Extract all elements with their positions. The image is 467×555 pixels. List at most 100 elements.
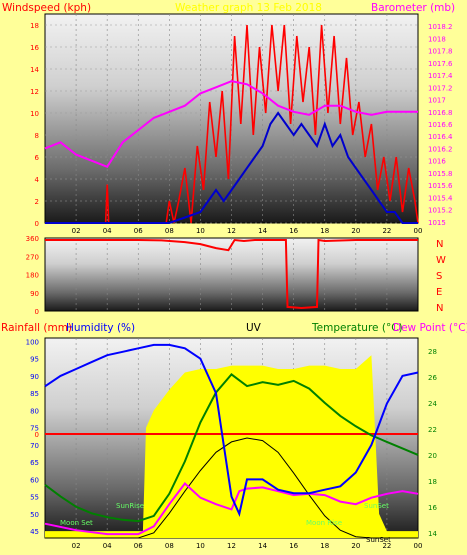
sun-moon-annotation: SunRise	[116, 502, 144, 510]
baro-y-tick: 1015.2	[428, 207, 453, 215]
humidity-y-tick: 70	[30, 442, 39, 450]
baro-y-tick: 1017.6	[428, 60, 453, 68]
humidity-y-tick: 50	[30, 511, 39, 519]
header-rainfall: Rainfall (mm)	[1, 322, 72, 334]
header-windspeed: Windspeed (kph)	[2, 2, 91, 14]
dir-y-tick: 270	[26, 253, 39, 261]
baro-y-tick: 1018	[428, 35, 446, 43]
climate-x-tick: 04	[103, 542, 112, 550]
climate-x-tick: 08	[165, 542, 174, 550]
wind-x-tick: 00	[414, 227, 423, 235]
header-title: Weather graph 13 Feb 2018	[175, 2, 322, 14]
baro-y-tick: 1016.8	[428, 109, 453, 117]
compass-label: E	[436, 287, 442, 298]
wind-x-tick: 06	[134, 227, 143, 235]
wind-x-tick: 10	[196, 227, 205, 235]
climate-x-tick: 20	[351, 542, 360, 550]
header-humidity: Humidity (%)	[66, 322, 135, 334]
uv-area	[45, 355, 418, 538]
rain-y-tick: 0	[35, 431, 39, 439]
climate-x-tick: 16	[289, 542, 298, 550]
wind-x-tick: 18	[320, 227, 329, 235]
temp-y-tick: 14	[428, 530, 437, 538]
climate-x-tick: 14	[258, 542, 267, 550]
wind-y-tick: 10	[30, 110, 39, 118]
wind-y-tick: 16	[30, 44, 39, 52]
header-uv: UV	[246, 322, 262, 334]
compass-label: N	[436, 303, 443, 314]
baro-y-tick: 1018.2	[428, 23, 453, 31]
wind-y-tick: 4	[35, 176, 40, 184]
humidity-y-tick: 85	[30, 390, 39, 398]
humidity-y-tick: 55	[30, 494, 39, 502]
wind-direction-line	[45, 238, 418, 310]
dir-y-tick: 90	[30, 290, 39, 298]
humidity-y-tick: 100	[26, 338, 39, 346]
humidity-y-tick: 80	[30, 407, 39, 415]
compass-label: W	[436, 255, 446, 266]
humidity-line	[44, 343, 419, 518]
wind-y-tick: 8	[35, 132, 39, 140]
climate-x-tick: 10	[196, 542, 205, 550]
wind-y-tick: 0	[35, 220, 39, 228]
baro-y-tick: 1015.4	[428, 194, 453, 202]
wind-y-tick: 14	[30, 66, 39, 74]
baro-y-tick: 1016.4	[428, 133, 453, 141]
wind-y-tick: 18	[30, 22, 39, 30]
wind-x-tick: 02	[72, 227, 81, 235]
dir-y-tick: 0	[35, 308, 39, 316]
baro-y-tick: 1017.2	[428, 84, 453, 92]
temp-y-tick: 26	[428, 374, 437, 382]
wind-y-tick: 2	[35, 198, 39, 206]
wind-y-tick: 6	[35, 154, 40, 162]
temp-y-tick: 18	[428, 478, 437, 486]
humidity-y-tick: 90	[30, 373, 39, 381]
header-temperature: Temperature (°C)	[311, 322, 403, 334]
climate-x-tick: 12	[227, 542, 236, 550]
humidity-y-tick: 95	[30, 356, 39, 364]
compass-label: S	[436, 271, 442, 282]
sun-moon-annotation: SunSet	[366, 536, 391, 544]
windspeed-line	[45, 24, 419, 224]
climate-x-tick: 06	[134, 542, 143, 550]
solar-line	[45, 437, 418, 539]
sun-moon-annotation: Moon Rise	[306, 519, 342, 527]
baro-y-tick: 1016	[428, 158, 446, 166]
climate-x-tick: 22	[382, 542, 391, 550]
wind-x-tick: 20	[351, 227, 360, 235]
sun-moon-annotation: SunSet	[364, 502, 389, 510]
baro-y-tick: 1015.6	[428, 182, 453, 190]
climate-x-tick: 02	[72, 542, 81, 550]
wind-x-tick: 12	[227, 227, 236, 235]
humidity-y-tick: 65	[30, 459, 39, 467]
humidity-y-tick: 75	[30, 425, 39, 433]
baro-y-tick: 1015.8	[428, 170, 453, 178]
wind-x-tick: 22	[382, 227, 391, 235]
wind-x-tick: 08	[165, 227, 174, 235]
dir-y-tick: 360	[26, 235, 39, 243]
baro-y-tick: 1017	[428, 97, 446, 105]
baro-y-tick: 1016.6	[428, 121, 453, 129]
dewpoint-line	[44, 482, 419, 536]
temp-y-tick: 20	[428, 452, 437, 460]
climate-x-tick: 18	[320, 542, 329, 550]
wind-x-tick: 14	[258, 227, 267, 235]
baro-y-tick: 1015	[428, 219, 446, 227]
compass-label: N	[436, 239, 443, 250]
humidity-y-tick: 60	[30, 476, 39, 484]
dir-y-tick: 180	[26, 272, 39, 280]
climate-x-tick: 00	[414, 542, 423, 550]
temp-y-tick: 16	[428, 504, 437, 512]
baro-y-tick: 1017.4	[428, 72, 453, 80]
temp-y-tick: 24	[428, 400, 437, 408]
wind-y-tick: 12	[30, 88, 39, 96]
temperature-line	[44, 373, 419, 523]
baro-y-tick: 1017.8	[428, 48, 453, 56]
wind-x-tick: 04	[103, 227, 112, 235]
header-dewpoint: Dew Point (°C)	[393, 322, 467, 334]
wind-x-tick: 16	[289, 227, 298, 235]
temp-y-tick: 22	[428, 426, 437, 434]
humidity-y-tick: 45	[30, 528, 39, 536]
sun-moon-annotation: Moon Set	[60, 519, 93, 527]
header-barometer: Barometer (mb)	[371, 2, 455, 14]
